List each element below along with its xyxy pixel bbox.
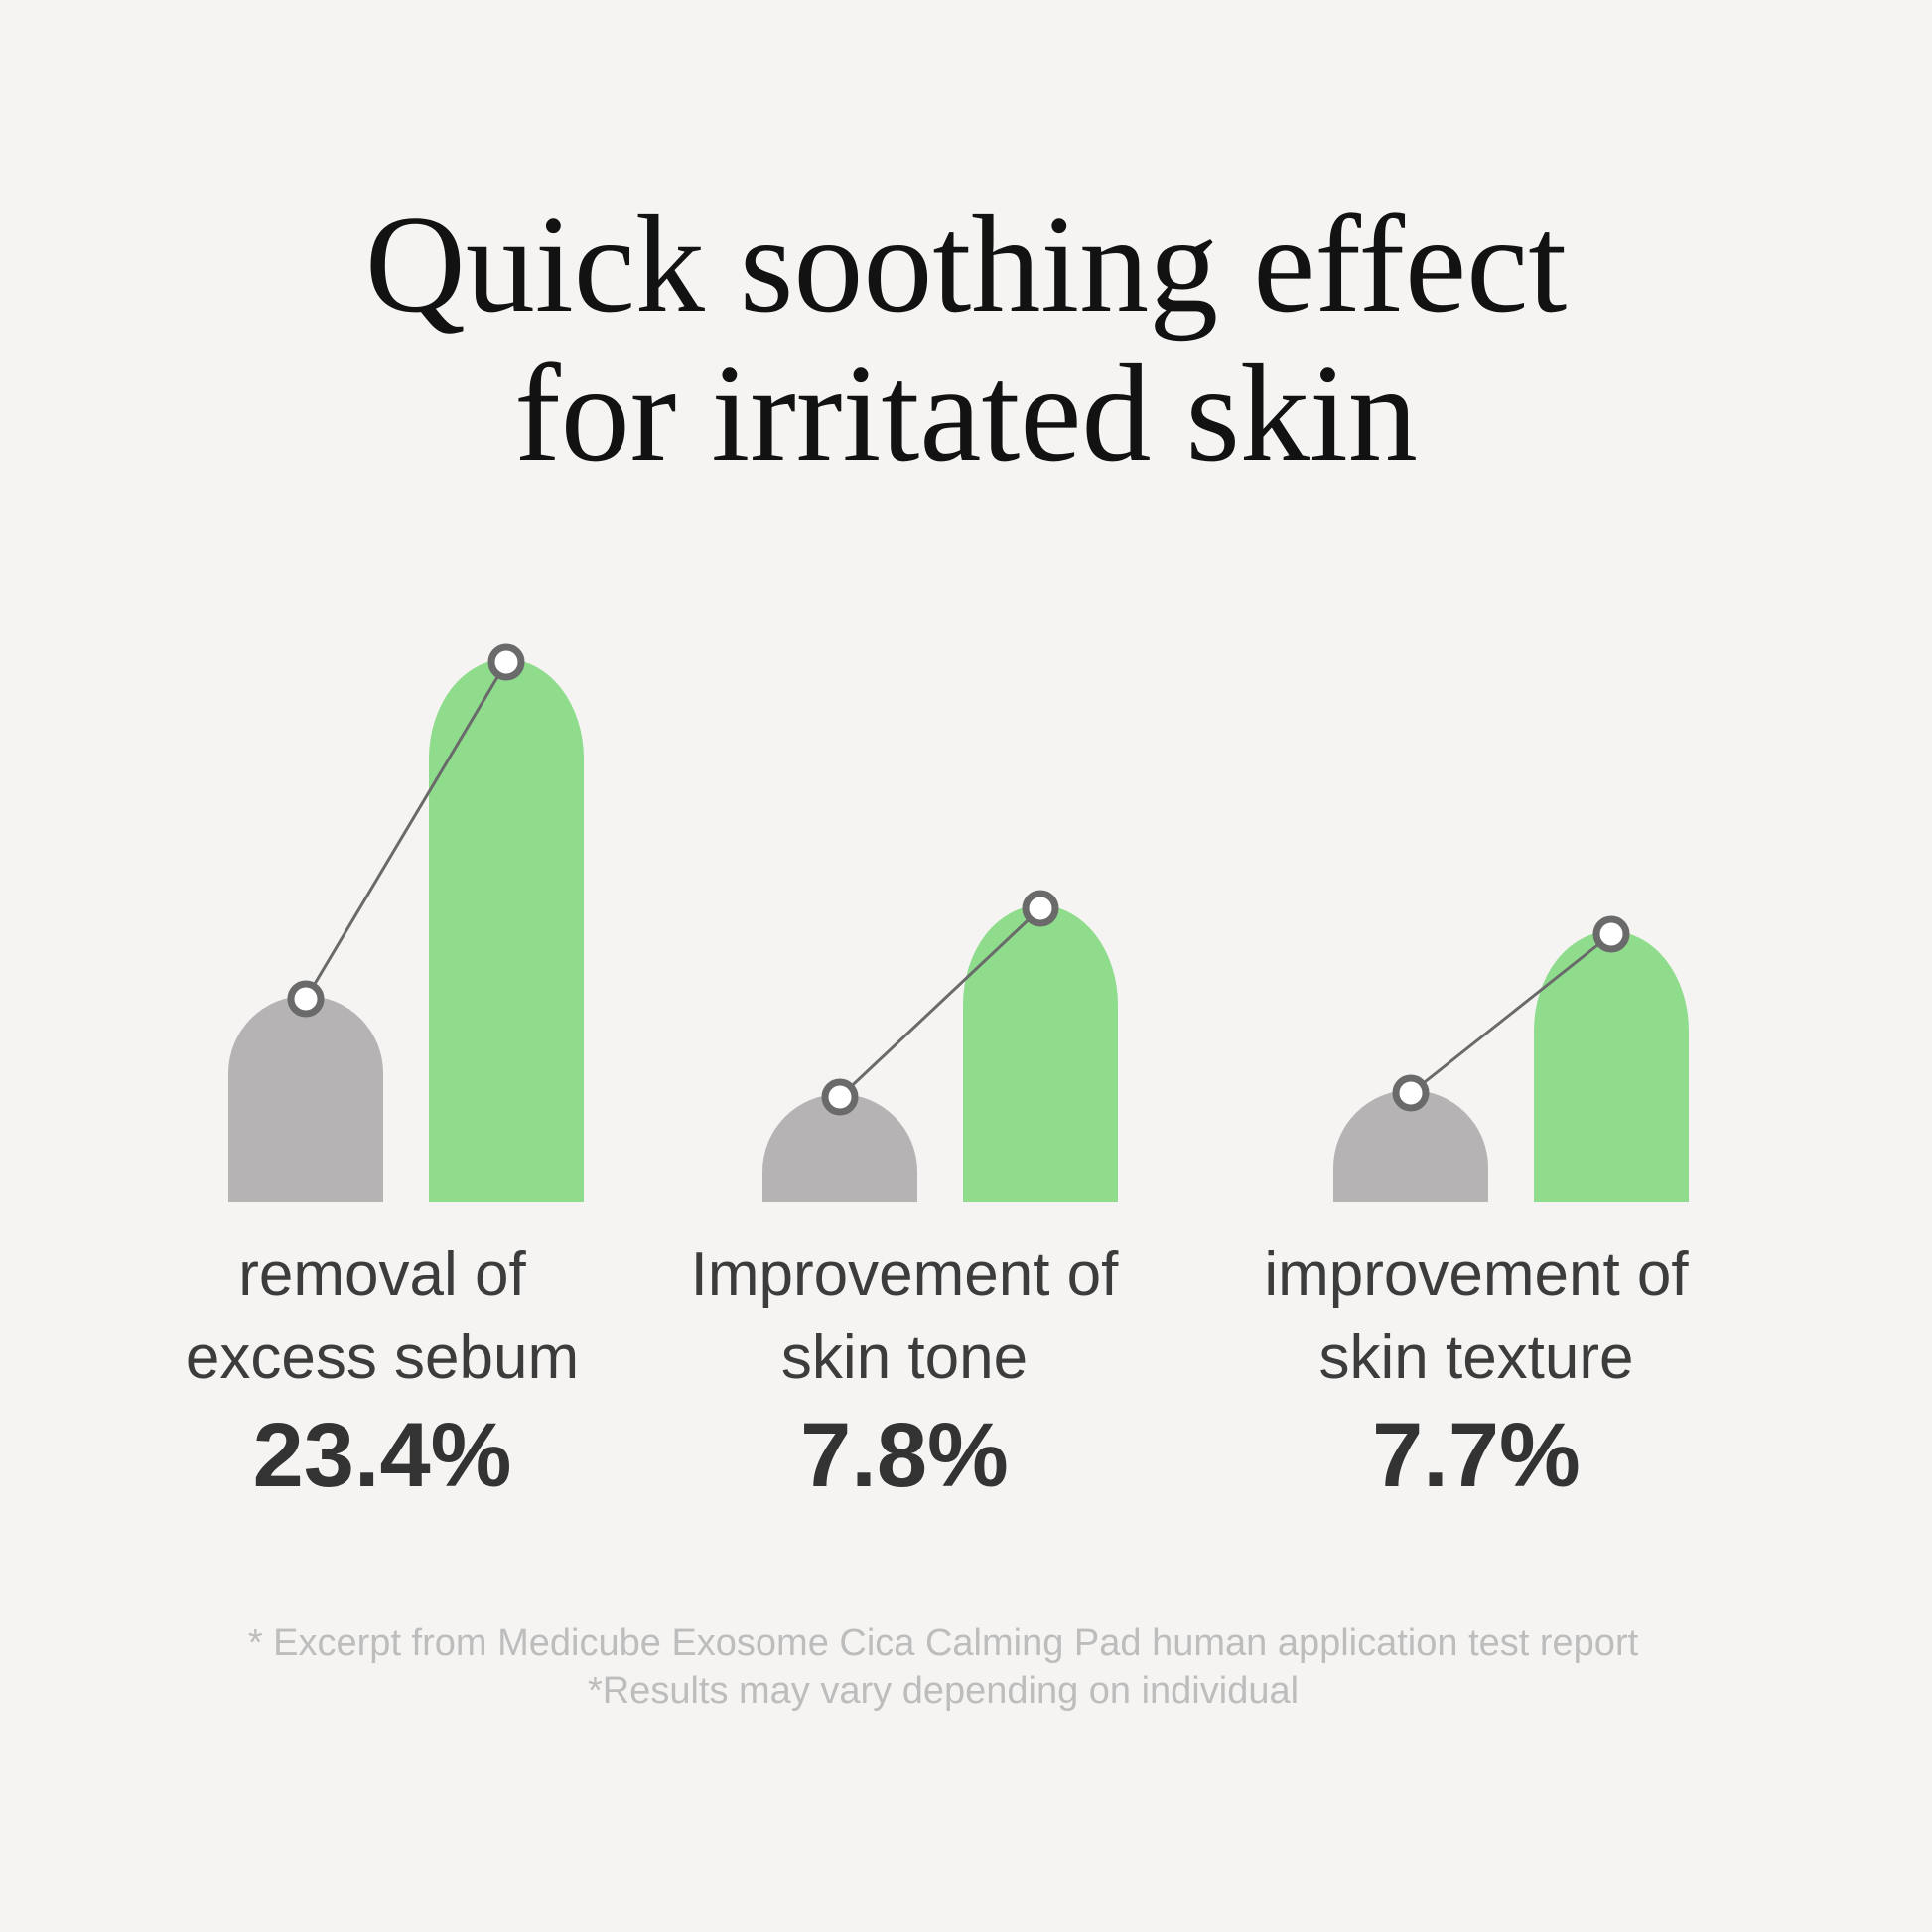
- before-marker-dot: [821, 1078, 859, 1116]
- group-skin-texture: improvement of skin texture 7.7%: [1264, 587, 1689, 1506]
- before-bar: [228, 996, 383, 1202]
- group-label-line-2: skin tone: [780, 1323, 1029, 1392]
- group-value: 7.8%: [800, 1405, 1009, 1506]
- group-label-line-1: removal of: [238, 1240, 526, 1309]
- group-label-line-1: Improvement of: [690, 1240, 1119, 1309]
- connector-graphic: [287, 643, 525, 1018]
- after-marker-dot: [487, 643, 525, 681]
- after-marker-dot: [1022, 890, 1059, 927]
- after-bar: [963, 905, 1118, 1202]
- page-title: Quick soothing effect for irritated skin: [0, 191, 1932, 488]
- group-label-block: Improvement of skin tone 7.8%: [557, 1233, 1252, 1507]
- disclaimer-line-2: *Results may vary depending on individua…: [587, 1670, 1300, 1712]
- connector-graphic: [1392, 915, 1630, 1112]
- group-excess-sebum: removal of excess sebum 23.4%: [186, 587, 584, 1506]
- group-label-line-2: excess sebum: [185, 1323, 580, 1392]
- group-label-line-1: improvement of: [1264, 1240, 1689, 1309]
- group-value: 23.4%: [252, 1405, 512, 1506]
- disclaimer-line-1: * Excerpt from Medicube Exosome Cica Cal…: [247, 1622, 1639, 1664]
- group-label-line-2: skin texture: [1318, 1323, 1634, 1392]
- connector-line: [1410, 932, 1612, 1095]
- connector-graphic: [821, 890, 1059, 1116]
- title-line-2: for irritated skin: [514, 337, 1418, 490]
- group-label-block: removal of excess sebum 23.4%: [35, 1233, 730, 1507]
- before-marker-dot: [1392, 1074, 1430, 1112]
- before-marker-dot: [287, 980, 325, 1018]
- connector-line: [304, 661, 508, 1000]
- disclaimer: * Excerpt from Medicube Exosome Cica Cal…: [0, 1619, 1932, 1715]
- after-marker-dot: [1592, 915, 1630, 953]
- group-value: 7.7%: [1372, 1405, 1581, 1506]
- title-line-1: Quick soothing effect: [364, 188, 1568, 342]
- group-skin-tone: Improvement of skin tone 7.8%: [691, 587, 1118, 1506]
- connector-line: [838, 906, 1042, 1099]
- group-label-block: improvement of skin texture 7.7%: [1129, 1233, 1824, 1507]
